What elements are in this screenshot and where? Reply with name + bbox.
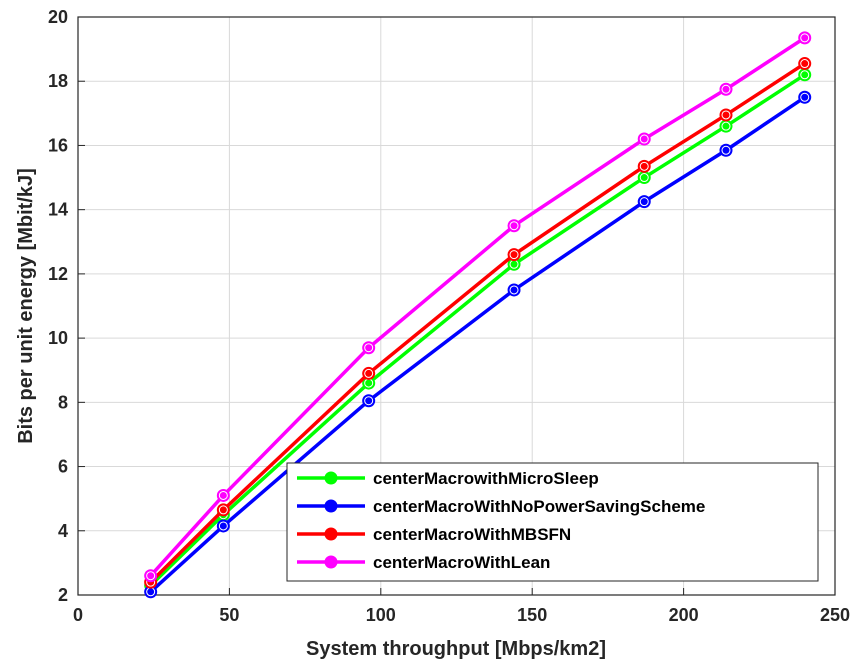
legend-label: centerMacrowithMicroSleep: [373, 469, 599, 488]
data-point: [362, 394, 376, 408]
legend-marker: [324, 499, 338, 513]
x-axis-label: System throughput [Mbps/km2]: [306, 638, 606, 660]
data-point-ring: [800, 33, 810, 43]
data-point: [798, 90, 812, 104]
data-point-ring: [509, 285, 519, 295]
data-point-ring: [509, 221, 519, 231]
legend-marker: [324, 527, 338, 541]
y-tick-label: 12: [48, 264, 68, 284]
legend-box: [286, 462, 819, 582]
y-tick-label: 18: [48, 71, 68, 91]
data-point: [719, 82, 733, 96]
data-point: [507, 219, 521, 233]
legend-label: centerMacroWithMBSFN: [373, 525, 571, 544]
y-axis-label: Bits per unit energy [Mbit/kJ]: [15, 168, 37, 444]
data-point-ring: [218, 505, 228, 515]
data-point: [719, 108, 733, 122]
data-point-ring: [364, 396, 374, 406]
data-point: [216, 503, 230, 517]
y-tick-label: 6: [58, 457, 68, 477]
data-point: [719, 143, 733, 157]
axis-ticks: 0 50 100 150 200 250 2 4 6 8 10 12 14 16 18 20: [48, 7, 850, 625]
data-point: [637, 132, 651, 146]
y-tick-label: 2: [58, 585, 68, 605]
x-tick-label: 150: [517, 605, 547, 625]
data-point-ring: [721, 110, 731, 120]
y-tick-label: 8: [58, 392, 68, 412]
data-point-ring: [639, 134, 649, 144]
legend: centerMacrowithMicroSleep centerMacroWith…: [286, 462, 819, 582]
data-point-ring: [800, 70, 810, 80]
data-point: [637, 159, 651, 173]
data-point: [507, 248, 521, 262]
data-point: [144, 585, 158, 599]
y-tick-label: 4: [58, 521, 68, 541]
x-tick-label: 200: [669, 605, 699, 625]
legend-marker: [324, 471, 338, 485]
y-tick-label: 20: [48, 7, 68, 27]
legend-marker: [324, 555, 338, 569]
y-tick-label: 14: [48, 200, 68, 220]
x-tick-label: 50: [219, 605, 239, 625]
data-point: [719, 119, 733, 133]
data-point-ring: [218, 490, 228, 500]
x-tick-label: 250: [820, 605, 850, 625]
data-point: [362, 376, 376, 390]
data-point-ring: [800, 92, 810, 102]
data-point: [507, 283, 521, 297]
series-lines: [144, 31, 812, 599]
data-point-ring: [639, 197, 649, 207]
data-point: [362, 366, 376, 380]
legend-label: centerMacroWithNoPowerSavingScheme: [373, 497, 705, 516]
x-tick-label: 100: [366, 605, 396, 625]
data-point: [216, 519, 230, 533]
data-point-ring: [146, 571, 156, 581]
data-point-ring: [364, 368, 374, 378]
y-tick-label: 10: [48, 328, 68, 348]
y-tick-label: 16: [48, 135, 68, 155]
data-point-ring: [721, 121, 731, 131]
data-point: [798, 68, 812, 82]
legend-label: centerMacroWithLean: [373, 553, 550, 572]
data-point-ring: [800, 59, 810, 69]
data-point-ring: [639, 161, 649, 171]
data-point-ring: [721, 145, 731, 155]
x-tick-label: 0: [73, 605, 83, 625]
data-point: [144, 569, 158, 583]
data-point: [798, 31, 812, 45]
data-point: [507, 257, 521, 271]
data-point: [362, 341, 376, 355]
data-point-ring: [721, 84, 731, 94]
data-point: [637, 171, 651, 185]
data-point: [637, 195, 651, 209]
data-point-ring: [364, 343, 374, 353]
data-point-ring: [218, 521, 228, 531]
plot-frame: [77, 16, 836, 596]
data-point: [216, 488, 230, 502]
data-point-ring: [639, 173, 649, 183]
data-point-ring: [509, 250, 519, 260]
data-point: [798, 57, 812, 71]
